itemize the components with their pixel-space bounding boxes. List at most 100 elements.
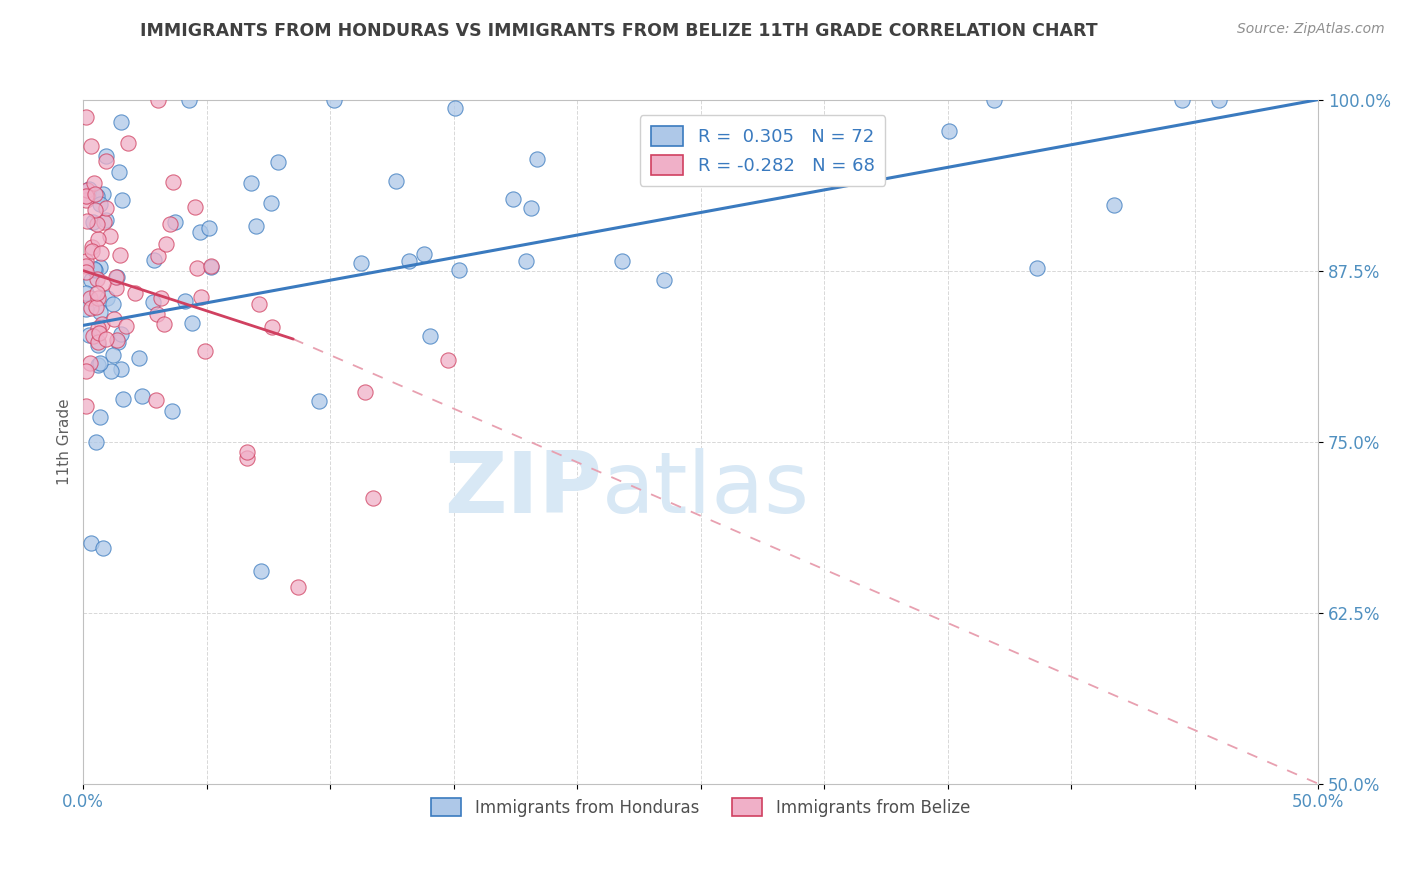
Point <box>83 176 105 190</box>
Point <box>180 317 202 331</box>
Point <box>128 351 150 365</box>
Point <box>83 262 105 277</box>
Point <box>87 334 110 349</box>
Point <box>124 286 146 301</box>
Point <box>110 326 132 341</box>
Point <box>412 246 434 260</box>
Point <box>162 404 184 418</box>
Point <box>146 250 169 264</box>
Text: atlas: atlas <box>602 448 810 531</box>
Point <box>163 215 186 229</box>
Y-axis label: 11th Grade: 11th Grade <box>58 399 72 485</box>
Point <box>350 256 373 270</box>
Point <box>82 215 104 229</box>
Point <box>84 435 107 450</box>
Point <box>80 301 103 315</box>
Point <box>190 290 212 304</box>
Point <box>89 260 111 274</box>
Point <box>354 385 377 400</box>
Point <box>247 296 270 310</box>
Point <box>89 410 111 425</box>
Text: Source: ZipAtlas.com: Source: ZipAtlas.com <box>1237 22 1385 37</box>
Text: ZIP: ZIP <box>444 448 602 531</box>
Point <box>75 302 97 317</box>
Point <box>235 450 257 465</box>
Point <box>654 273 676 287</box>
Point <box>443 101 465 115</box>
Point <box>96 291 118 305</box>
Point <box>80 139 103 153</box>
Point <box>94 149 117 163</box>
Point <box>77 328 100 343</box>
Point <box>101 348 124 362</box>
Point <box>94 213 117 227</box>
Point <box>79 356 101 370</box>
Point <box>87 321 110 335</box>
Point <box>108 248 131 262</box>
Point <box>190 225 212 239</box>
Point <box>184 200 207 214</box>
Point <box>79 291 101 305</box>
Point <box>83 263 105 277</box>
Point <box>200 260 222 274</box>
Point <box>149 291 172 305</box>
Point <box>86 272 108 286</box>
Point <box>110 114 132 128</box>
Point <box>80 244 103 258</box>
Point <box>100 364 122 378</box>
Point <box>194 344 217 359</box>
Point <box>84 300 107 314</box>
Point <box>142 295 165 310</box>
Point <box>153 317 176 331</box>
Point <box>89 356 111 370</box>
Point <box>107 334 129 349</box>
Point <box>419 328 441 343</box>
Point <box>162 175 184 189</box>
Point <box>235 445 257 459</box>
Point <box>520 201 543 215</box>
Point <box>89 197 111 211</box>
Point <box>240 176 263 190</box>
Point <box>610 253 633 268</box>
Point <box>938 123 960 137</box>
Point <box>91 276 114 290</box>
Point <box>75 265 97 279</box>
Point <box>101 296 124 310</box>
Point <box>100 228 122 243</box>
Point <box>76 214 98 228</box>
Point <box>131 389 153 403</box>
Point <box>398 253 420 268</box>
Point <box>198 220 221 235</box>
Point <box>94 333 117 347</box>
Point <box>200 260 222 274</box>
Legend: Immigrants from Honduras, Immigrants from Belize: Immigrants from Honduras, Immigrants fro… <box>425 791 977 823</box>
Point <box>250 564 273 578</box>
Point <box>89 326 111 341</box>
Point <box>117 136 139 150</box>
Point <box>90 245 112 260</box>
Point <box>87 232 110 246</box>
Point <box>259 195 281 210</box>
Point <box>77 182 100 196</box>
Point <box>308 394 330 409</box>
Text: IMMIGRANTS FROM HONDURAS VS IMMIGRANTS FROM BELIZE 11TH GRADE CORRELATION CHART: IMMIGRANTS FROM HONDURAS VS IMMIGRANTS F… <box>139 22 1098 40</box>
Point <box>155 237 177 252</box>
Point <box>502 192 524 206</box>
Point <box>436 353 458 368</box>
Point <box>76 183 98 197</box>
Point <box>89 305 111 319</box>
Point <box>93 541 115 555</box>
Point <box>75 193 97 207</box>
Point <box>76 188 98 202</box>
Point <box>267 154 290 169</box>
Point <box>93 214 115 228</box>
Point <box>287 580 309 594</box>
Point <box>86 285 108 300</box>
Point <box>94 153 117 168</box>
Point <box>91 186 114 201</box>
Point <box>159 217 181 231</box>
Point <box>80 535 103 549</box>
Point <box>174 294 197 309</box>
Point <box>449 262 471 277</box>
Point <box>80 240 103 254</box>
